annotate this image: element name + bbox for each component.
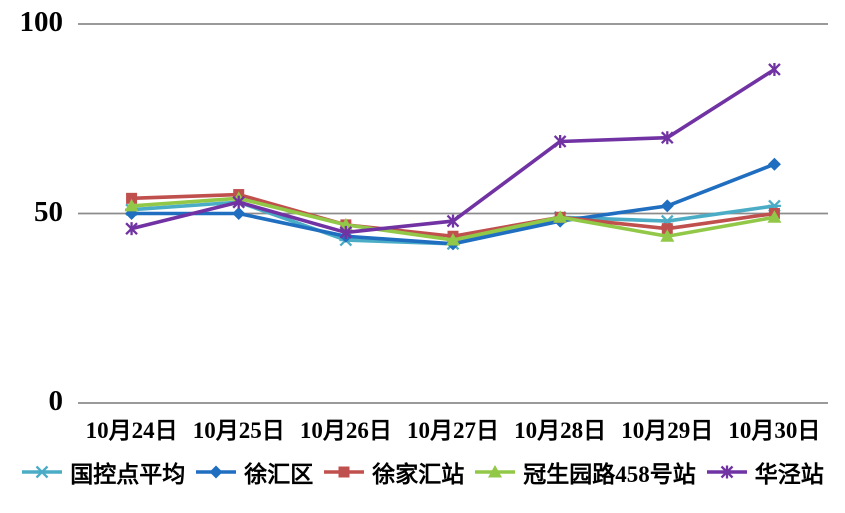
data-point-marker (338, 217, 353, 231)
triangle-marker-icon (475, 465, 516, 478)
legend-item-0: 国控点平均 (21, 455, 185, 489)
data-point-marker (660, 229, 675, 242)
x-tick-label-6: 10月30日 (728, 418, 821, 443)
data-point-marker (338, 466, 350, 478)
data-point-marker (488, 465, 503, 478)
data-point-marker (553, 135, 567, 148)
data-point-marker (767, 210, 782, 223)
data-point-marker (767, 157, 781, 171)
legend-item-2: 徐家汇站 (323, 455, 464, 489)
data-point-marker (720, 465, 734, 479)
data-point-marker (339, 226, 353, 239)
y-tick-label-0: 0 (48, 385, 64, 418)
series-line-4 (129, 67, 777, 235)
diamond-marker-icon (196, 465, 237, 479)
legend-item-4: 华泾站 (706, 455, 824, 489)
legend-label-2: 徐家汇站 (372, 462, 465, 487)
data-point-marker (209, 465, 223, 479)
y-tick-label-50: 50 (34, 195, 63, 228)
legend-item-1: 徐汇区 (195, 455, 313, 489)
x-tick-label-4: 10月28日 (514, 418, 607, 443)
data-point-marker (446, 214, 460, 228)
data-point-marker (232, 207, 246, 220)
asterisk-marker-icon (706, 465, 747, 479)
data-point-marker (768, 63, 781, 76)
legend-label-4: 华泾站 (754, 462, 824, 487)
legend-label-1: 徐汇区 (244, 462, 314, 487)
data-point-marker (660, 199, 674, 213)
x-tick-label-5: 10月29日 (621, 418, 714, 443)
asterisk-h-marker-icon (22, 465, 63, 479)
data-point-marker (232, 195, 246, 209)
data-point-marker (126, 192, 138, 204)
y-tick-label-100: 100 (19, 6, 64, 39)
legend-label-0: 国控点平均 (70, 462, 186, 487)
square-marker-icon (324, 466, 365, 478)
data-point-marker (661, 223, 673, 235)
legend-label-3: 冠生园路458号站 (523, 462, 696, 487)
x-tick-label-2: 10月26日 (299, 418, 392, 443)
legend: 国控点平均 徐汇区 徐家汇站 冠生园路458号站 华泾站 (0, 452, 845, 492)
x-tick-label-1: 10月25日 (192, 418, 285, 443)
x-tick-label-3: 10月27日 (407, 418, 499, 443)
data-point-marker (124, 198, 139, 212)
data-point-marker (35, 465, 49, 479)
data-point-marker (125, 222, 138, 235)
x-tick-label-0: 10月24日 (85, 418, 178, 443)
data-point-marker (553, 210, 568, 223)
data-point-marker (446, 233, 460, 246)
legend-item-3: 冠生园路458号站 (474, 455, 696, 489)
series-markers-4 (125, 62, 781, 239)
series-markers-3 (124, 191, 782, 246)
data-point-marker (660, 131, 674, 145)
